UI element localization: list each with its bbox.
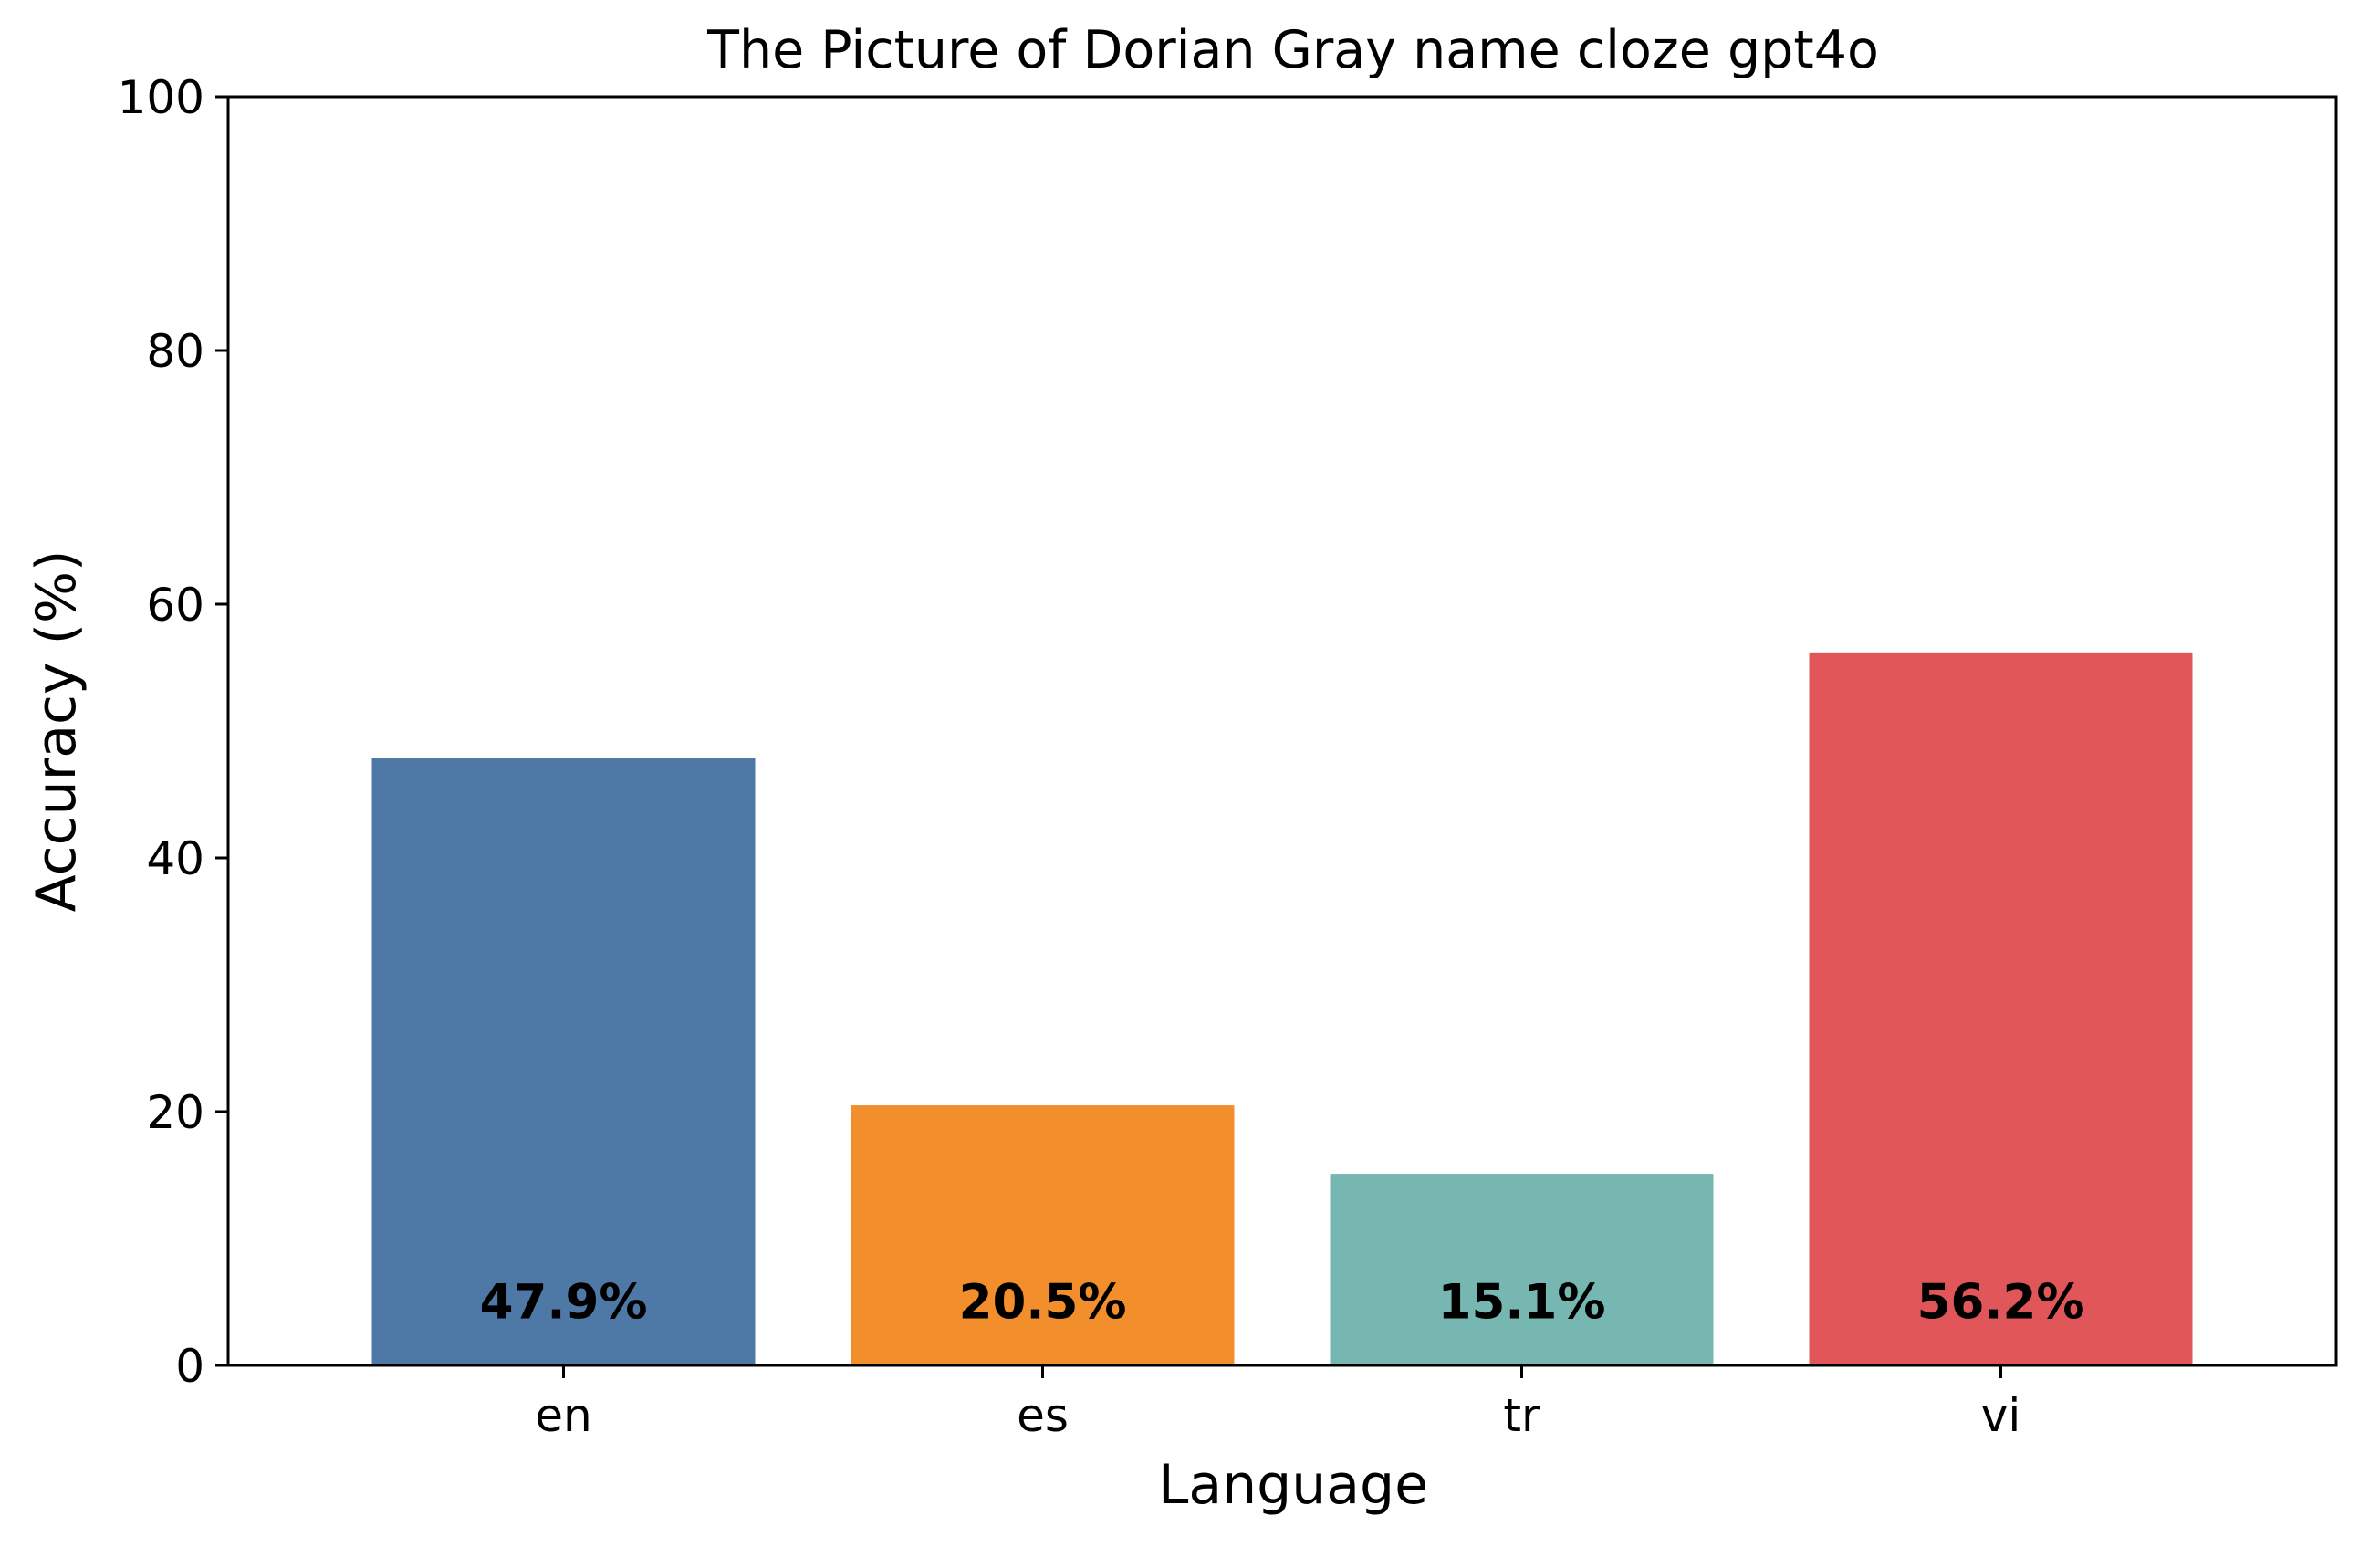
x-tick-label-vi: vi [1981, 1389, 2020, 1442]
x-tick-label-tr: tr [1503, 1389, 1540, 1442]
plot-frame [226, 95, 2338, 1367]
x-tick-label-es: es [1017, 1389, 1069, 1442]
bar-data-label-vi: 56.2% [1917, 1275, 2085, 1331]
y-tick-label: 80 [146, 325, 204, 378]
x-tick-label-en: en [535, 1389, 591, 1442]
y-tick-label: 100 [118, 71, 204, 124]
x-axis-ticks: en es tr vi [535, 1365, 2020, 1442]
x-axis-label: Language [1158, 1453, 1428, 1517]
bars-group [371, 652, 2193, 1365]
y-tick-label: 20 [146, 1086, 204, 1139]
bar-data-label-tr: 15.1% [1438, 1275, 1606, 1331]
bar-tr [1330, 1174, 1714, 1365]
y-axis-ticks: 0 20 40 60 80 100 [118, 71, 228, 1393]
bar-es [851, 1105, 1235, 1365]
bar-data-labels: 47.9% 20.5% 15.1% 56.2% [480, 1275, 2085, 1331]
chart-title: The Picture of Dorian Gray name cloze gp… [706, 20, 1879, 80]
y-tick-label: 40 [146, 832, 204, 885]
y-axis-label: Accuracy (%) [25, 550, 89, 913]
bar-en [371, 758, 756, 1365]
bar-vi [1809, 652, 2193, 1365]
y-tick-label: 0 [175, 1340, 204, 1393]
bar-data-label-en: 47.9% [480, 1275, 648, 1331]
y-tick-label: 60 [146, 579, 204, 632]
bar-data-label-es: 20.5% [959, 1275, 1127, 1331]
